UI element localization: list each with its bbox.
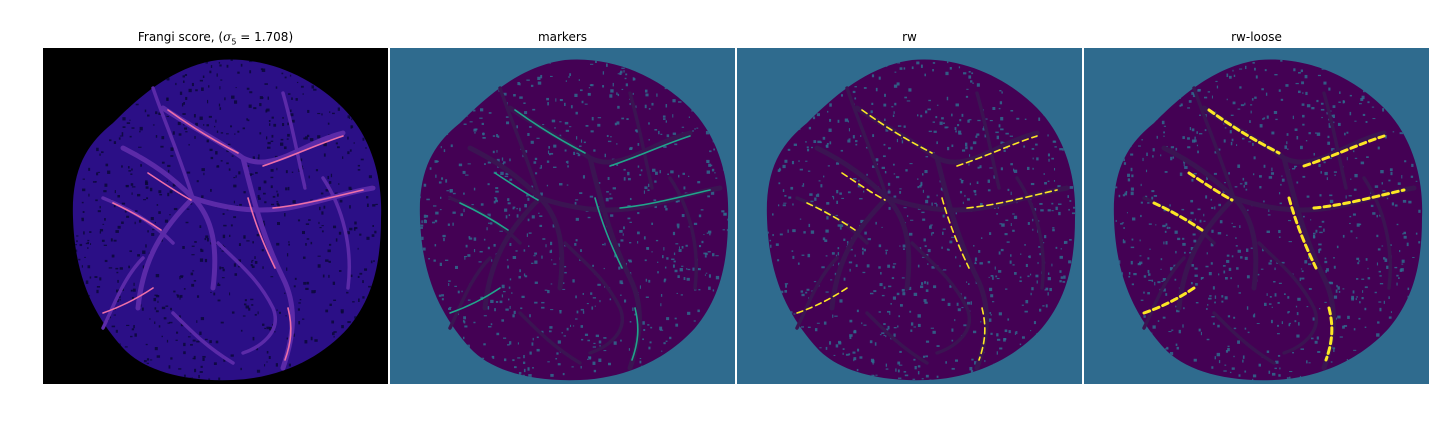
frangi-score-image [43,48,388,384]
vessel-highlight [841,172,886,201]
vessel [518,311,582,365]
vessel [1362,176,1393,290]
vessel-highlight [978,307,986,361]
vessel-highlight [514,109,586,154]
tissue-region [1113,59,1423,381]
vessel [628,91,654,190]
rw-loose-canvas [1084,48,1429,384]
vessel [1015,176,1046,290]
vessel-highlight [102,287,154,314]
panel-title-markers: markers [537,30,588,44]
vessel [216,241,277,355]
tissue-region [766,59,1076,381]
vessel-highlight [1142,286,1196,315]
vessel-highlight [147,172,192,201]
rw-loose-image [1084,48,1429,384]
speckle-texture [766,59,1076,381]
vessel-highlight [861,109,933,154]
panel-title-rw-loose: rw-loose [1231,30,1282,44]
vessel [482,195,543,311]
tissue-region [419,59,729,381]
vessel-highlight [956,135,1038,167]
panel-title-frangi: Frangi score, (σ5 = 1.708) [137,30,294,47]
vessel [1257,241,1318,355]
vessel-highlight [284,307,292,361]
vessel-highlight [609,135,691,167]
vessel [171,311,235,365]
vessel-highlight [1302,134,1386,168]
vessel-highlight [167,109,239,154]
vessel-highlight [449,287,501,314]
vessel-highlight [966,189,1058,209]
vessel [321,176,352,290]
vessel [563,241,624,355]
speckle-texture [72,59,382,381]
rw-canvas [737,48,1082,384]
vessel-highlight [1324,306,1334,362]
vessel-highlight [1312,188,1406,210]
vessel-highlight [494,172,539,201]
vessel [1142,256,1186,330]
vessel-highlight [247,197,276,269]
vessel [1212,311,1276,365]
vessel-highlight [806,202,856,231]
vessel [845,86,889,200]
tissue-region [72,59,382,381]
markers-canvas [390,48,735,384]
vessel-highlight [1152,201,1204,232]
frangi-score-canvas [43,48,388,384]
vessel-highlight [112,202,162,231]
vessel-highlight [1287,196,1318,270]
vessel [135,195,196,311]
vessel [865,311,929,365]
panel-title-rw: rw [902,30,917,44]
vessel [795,256,839,330]
vessel [448,256,492,330]
vessel [101,256,145,330]
vessel-highlight [619,189,711,209]
vessel [975,91,1001,190]
vessel [1176,195,1237,311]
vessel-highlight [594,197,623,269]
vessel [668,176,699,290]
vessel-highlight [796,287,848,314]
vessel [498,86,542,200]
vessel-highlight [631,307,639,361]
vessel [910,241,971,355]
vessel [281,91,307,190]
vessel-highlight [1187,171,1234,202]
vessel-highlight [262,135,344,167]
vessel [829,195,890,311]
vessel [1192,86,1236,200]
vessel [1322,91,1348,190]
vessel-highlight [272,189,364,209]
markers-image [390,48,735,384]
vessel-highlight [1207,108,1281,155]
vessel [151,86,195,200]
rw-image [737,48,1082,384]
vessel-highlight [459,202,509,231]
